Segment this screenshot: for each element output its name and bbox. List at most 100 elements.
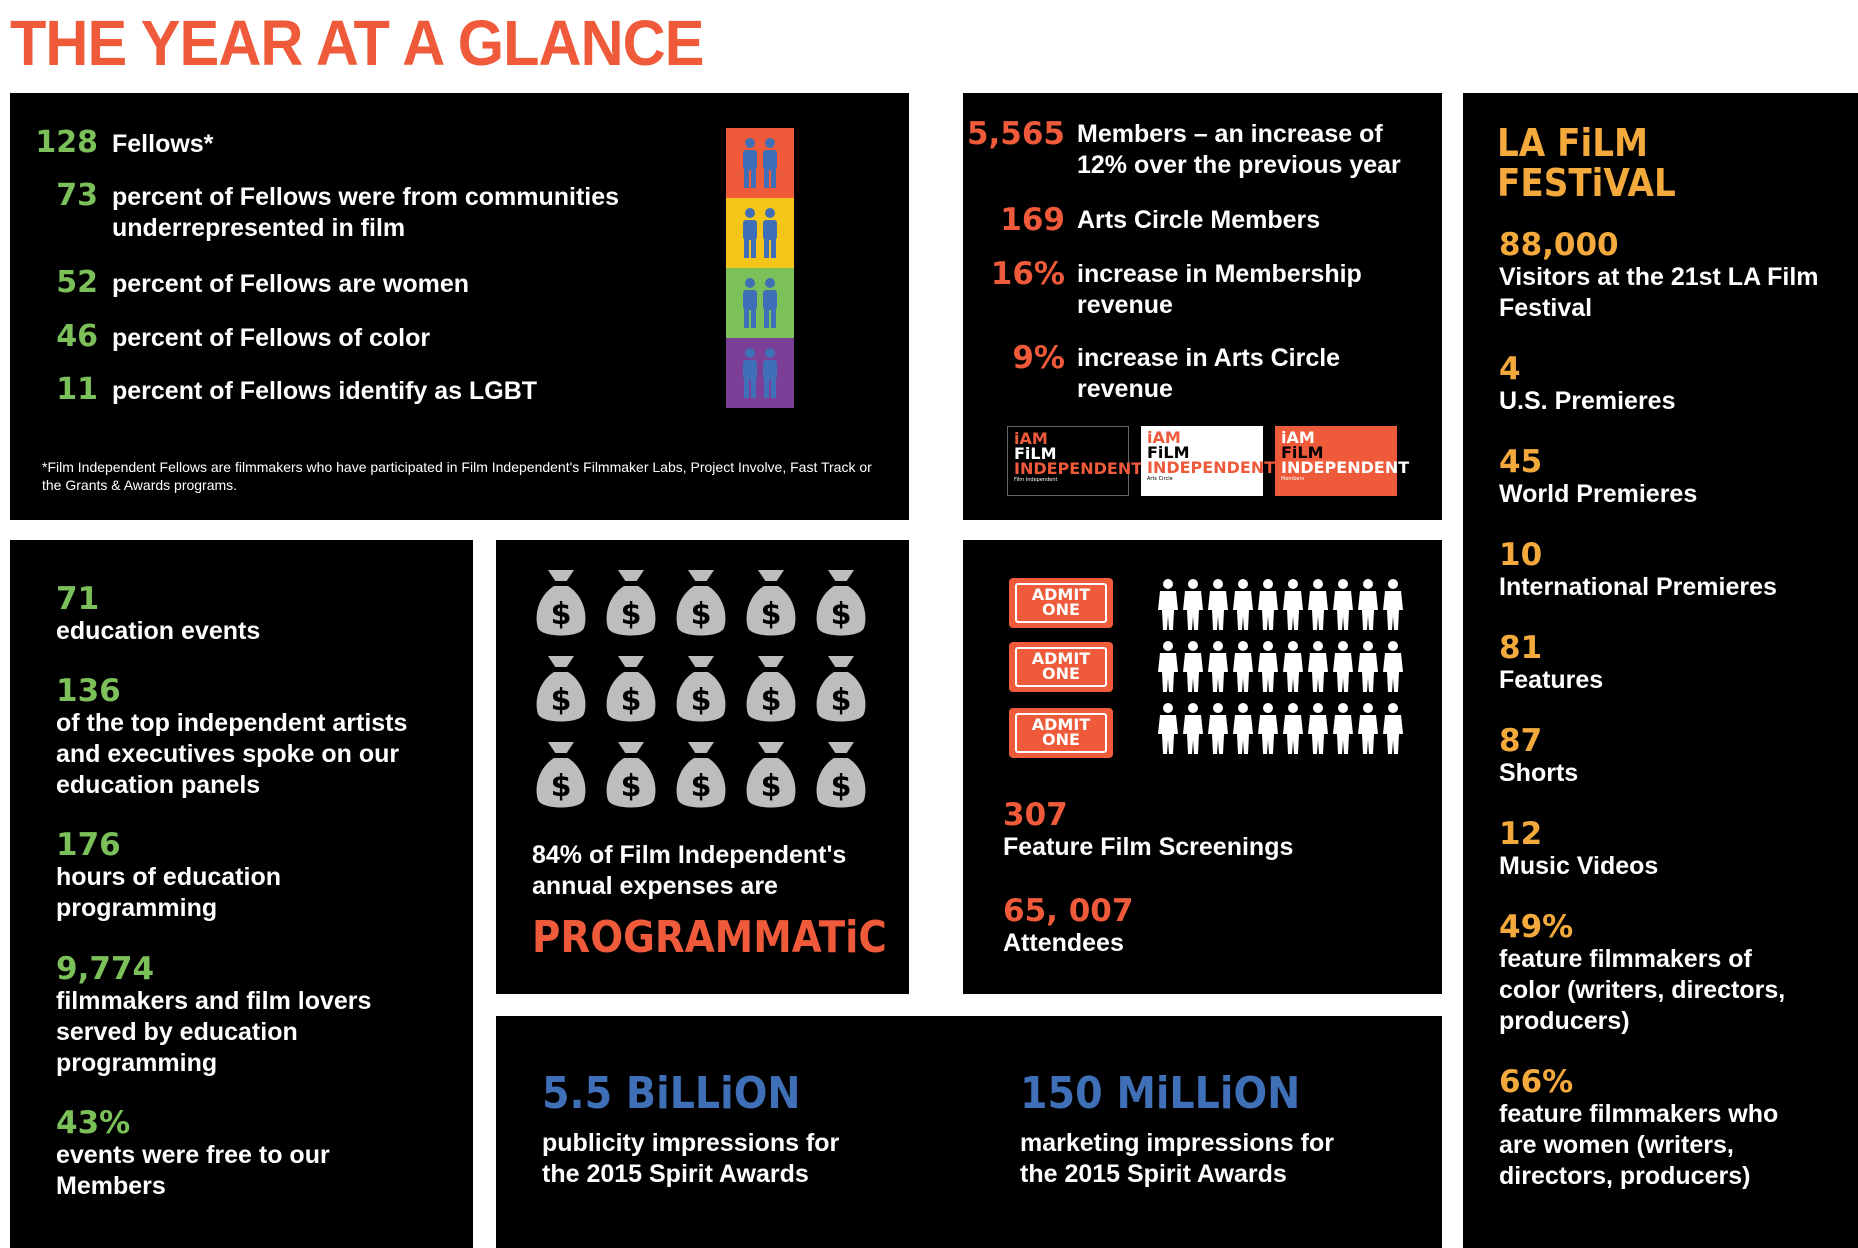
attendee-grid [1158,579,1403,754]
stat-label: U.S. Premieres [1499,387,1676,415]
page-title: THE YEAR AT A GLANCE [10,7,704,79]
festival-stat: 66% feature filmmakers who are women (wr… [1499,1065,1799,1192]
festival-stat: 4 U.S. Premieres [1499,352,1829,417]
money-bag-icon: $ [746,656,796,722]
stat-value: 81 [1499,630,1543,666]
logo-line: iAM [1147,428,1181,447]
person-icon [1208,641,1228,692]
stat-value: 5,565 [966,116,1065,152]
expenses-text: 84% of Film Independent's annual expense… [532,841,847,900]
person-icon [1183,703,1203,754]
stat-label: Members – an increase of 12% over the pr… [1077,120,1401,179]
education-stat: 136 of the top independent artists and e… [56,674,446,801]
stat-value: 66% [1499,1064,1574,1100]
fellows-footnote: *Film Independent Fellows are filmmakers… [42,459,872,493]
stat-label: Attendees [1003,929,1124,957]
festival-stat: 87 Shorts [1499,724,1829,789]
person-icon [1358,641,1378,692]
person-icon [1308,703,1328,754]
stat-value: 307 [1003,797,1068,833]
logo-subtitle: Members [1281,476,1305,482]
money-bag-icon: $ [606,742,656,808]
svg-text:$: $ [551,683,572,718]
person-icon [1208,579,1228,630]
members-panel: 5,565 Members – an increase of 12% over … [963,93,1442,520]
stat-label: education events [56,617,261,645]
person-icon [1358,703,1378,754]
ticket-text: ONE [1042,664,1080,683]
festival-logo-line: FESTiVAL [1497,161,1676,205]
person-icon [1308,641,1328,692]
svg-text:$: $ [621,683,642,718]
money-bag-grid: $ $ $ $ $ $ $ $ $ $ $ $ $ $ $ [536,570,866,808]
money-bag-icon: $ [536,742,586,808]
fellows-stat-row: 52 percent of Fellows are women [10,266,469,300]
person-icon [1208,703,1228,754]
ticket-text: ADMIT [1031,585,1091,604]
money-bag-icon: $ [676,742,726,808]
person-icon [1183,579,1203,630]
stat-label: feature filmmakers who are women (writer… [1499,1100,1779,1190]
fellows-stat-row: 11 percent of Fellows identify as LGBT [10,373,537,407]
admit-one-ticket-icon: ADMIT ONE [1009,708,1113,758]
svg-text:$: $ [621,597,642,632]
impressions-panel: 5.5 BiLLiON publicity impressions for th… [496,1016,1442,1248]
stat-value: 16% [990,256,1065,292]
festival-stat: 81 Features [1499,631,1829,696]
money-bag-icon: $ [816,570,866,636]
couple-icon [726,338,794,408]
stat-value: 49% [1499,909,1574,945]
ticket-text: ADMIT [1031,715,1091,734]
stat-value: 11 [56,372,98,407]
members-stat-row: 9% increase in Arts Circle revenue [963,341,1387,405]
stat-value: 176 [56,827,121,863]
festival-stat: 10 International Premieres [1499,538,1839,603]
money-bag-icon: $ [676,570,726,636]
person-icon [1333,703,1353,754]
logo-line: INDEPENDENT [1147,458,1276,477]
svg-text:$: $ [831,769,852,804]
couple-icon [726,128,794,198]
logo-subtitle: Film Independent [1014,477,1058,483]
festival-stat: 45 World Premieres [1499,445,1829,510]
person-icon [1383,641,1403,692]
stat-value: 73 [56,178,98,213]
svg-text:$: $ [761,597,782,632]
members-stat-row: 16% increase in Membership revenue [963,257,1387,321]
person-icon [1358,579,1378,630]
stat-label: events were free to our Members [56,1141,330,1200]
person-icon [1158,703,1178,754]
stat-label: International Premieres [1499,573,1777,601]
person-icon [1233,579,1253,630]
stat-value: 52 [56,265,98,300]
person-icon [1233,703,1253,754]
stat-value: 169 [1000,202,1065,238]
person-icon [1258,641,1278,692]
admit-one-ticket-icon: ADMIT ONE [1009,642,1113,692]
money-bag-icon: $ [816,656,866,722]
person-icon [1258,703,1278,754]
stat-label: percent of Fellows identify as LGBT [112,377,538,405]
stat-value: 43% [56,1105,131,1141]
stat-label: World Premieres [1499,480,1698,508]
svg-text:$: $ [691,769,712,804]
person-icon [1158,641,1178,692]
couple-icon [726,198,794,268]
ticket-text: ADMIT [1031,649,1091,668]
stat-value: 10 [1499,537,1543,573]
stat-label: increase in Arts Circle revenue [1077,344,1341,403]
svg-text:$: $ [691,683,712,718]
stat-value: 46 [56,319,98,354]
stat-value: 71 [56,581,100,617]
logo-line: iAM [1281,428,1315,447]
impression-value: 150 MiLLiON [1020,1068,1301,1119]
fellows-stat-row: 73 percent of Fellows were from communit… [10,179,632,244]
stat-value: 136 [56,673,121,709]
stat-value: 9,774 [56,951,155,987]
person-icon [1283,703,1303,754]
fellows-stat-row: 128 Fellows* [10,126,213,160]
iam-film-independent-logo: iAM FiLM INDEPENDENT Members [1275,426,1409,496]
logo-line: FiLM [1147,443,1190,462]
programmatic-highlight: PROGRAMMATiC [532,912,887,963]
person-icon [1258,579,1278,630]
